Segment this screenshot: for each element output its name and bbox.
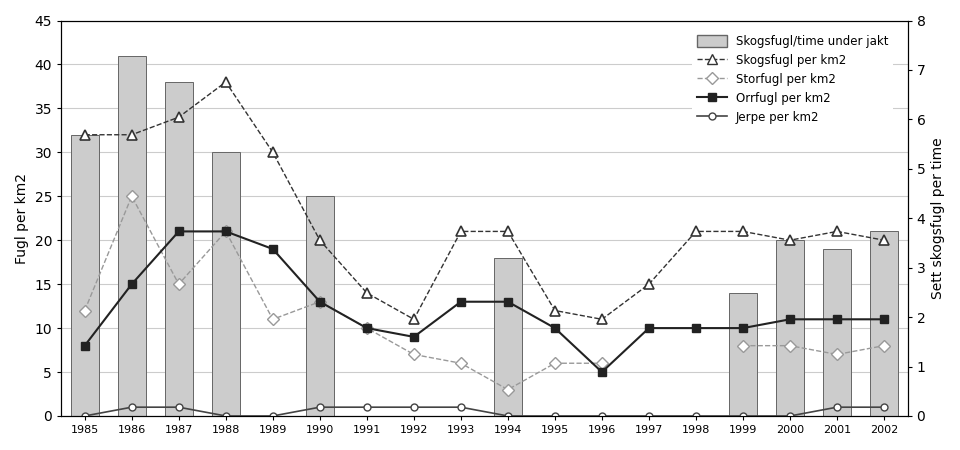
Storfugl per km2 [878,343,890,348]
Bar [776,240,804,416]
Orrfugl per km2 [126,281,137,287]
Jerpe per km2 [690,413,702,418]
Storfugl per km2 [737,343,749,348]
Orrfugl per km2 [549,325,561,331]
Orrfugl per km2 [314,299,325,304]
Orrfugl per km2 [79,343,90,348]
Skogsfugl per km2 [267,149,278,155]
Jerpe per km2 [126,405,137,410]
Orrfugl per km2 [878,317,890,322]
Jerpe per km2 [596,413,608,418]
Orrfugl per km2 [737,325,749,331]
Jerpe per km2 [784,413,796,418]
Skogsfugl per km2 [878,238,890,243]
Skogsfugl per km2 [737,229,749,234]
Jerpe per km2 [831,405,843,410]
Bar [870,231,899,416]
Skogsfugl per km2 [361,290,372,296]
Orrfugl per km2 [690,325,702,331]
Y-axis label: Fugl per km2: Fugl per km2 [15,173,29,264]
Jerpe per km2 [455,405,467,410]
Jerpe per km2 [737,413,749,418]
Jerpe per km2 [220,413,231,418]
Skogsfugl per km2 [502,229,514,234]
Bar [71,135,99,416]
Orrfugl per km2 [831,317,843,322]
Jerpe per km2 [361,405,372,410]
Legend: Skogsfugl/time under jakt, Skogsfugl per km2, Storfugl per km2, Orrfugl per km2,: Skogsfugl/time under jakt, Skogsfugl per… [692,30,893,129]
Line: Jerpe per km2: Jerpe per km2 [82,404,887,419]
Storfugl per km2 [784,343,796,348]
Orrfugl per km2 [643,325,655,331]
Jerpe per km2 [549,413,561,418]
Bar [211,152,240,416]
Skogsfugl per km2 [643,281,655,287]
Skogsfugl per km2 [455,229,467,234]
Y-axis label: Sett skogsfugl per time: Sett skogsfugl per time [931,137,945,299]
Orrfugl per km2 [502,299,514,304]
Jerpe per km2 [878,405,890,410]
Jerpe per km2 [314,405,325,410]
Skogsfugl per km2 [596,317,608,322]
Bar [118,56,146,416]
Jerpe per km2 [408,405,420,410]
Jerpe per km2 [267,413,278,418]
Bar [165,82,193,416]
Orrfugl per km2 [784,317,796,322]
Bar [305,196,334,416]
Skogsfugl per km2 [126,132,137,137]
Bar [493,258,522,416]
Jerpe per km2 [79,413,90,418]
Skogsfugl per km2 [314,238,325,243]
Jerpe per km2 [173,405,184,410]
Orrfugl per km2 [173,229,184,234]
Orrfugl per km2 [408,334,420,340]
Skogsfugl per km2 [549,308,561,313]
Skogsfugl per km2 [690,229,702,234]
Orrfugl per km2 [455,299,467,304]
Orrfugl per km2 [267,246,278,252]
Skogsfugl per km2 [79,132,90,137]
Orrfugl per km2 [596,369,608,375]
Skogsfugl per km2 [408,317,420,322]
Orrfugl per km2 [361,325,372,331]
Skogsfugl per km2 [173,114,184,120]
Line: Storfugl per km2: Storfugl per km2 [739,342,888,359]
Bar [823,249,852,416]
Bar [729,293,757,416]
Skogsfugl per km2 [784,238,796,243]
Jerpe per km2 [643,413,655,418]
Line: Orrfugl per km2: Orrfugl per km2 [81,227,888,376]
Storfugl per km2 [831,352,843,357]
Jerpe per km2 [502,413,514,418]
Skogsfugl per km2 [831,229,843,234]
Line: Skogsfugl per km2: Skogsfugl per km2 [80,77,889,324]
Orrfugl per km2 [220,229,231,234]
Skogsfugl per km2 [220,79,231,85]
